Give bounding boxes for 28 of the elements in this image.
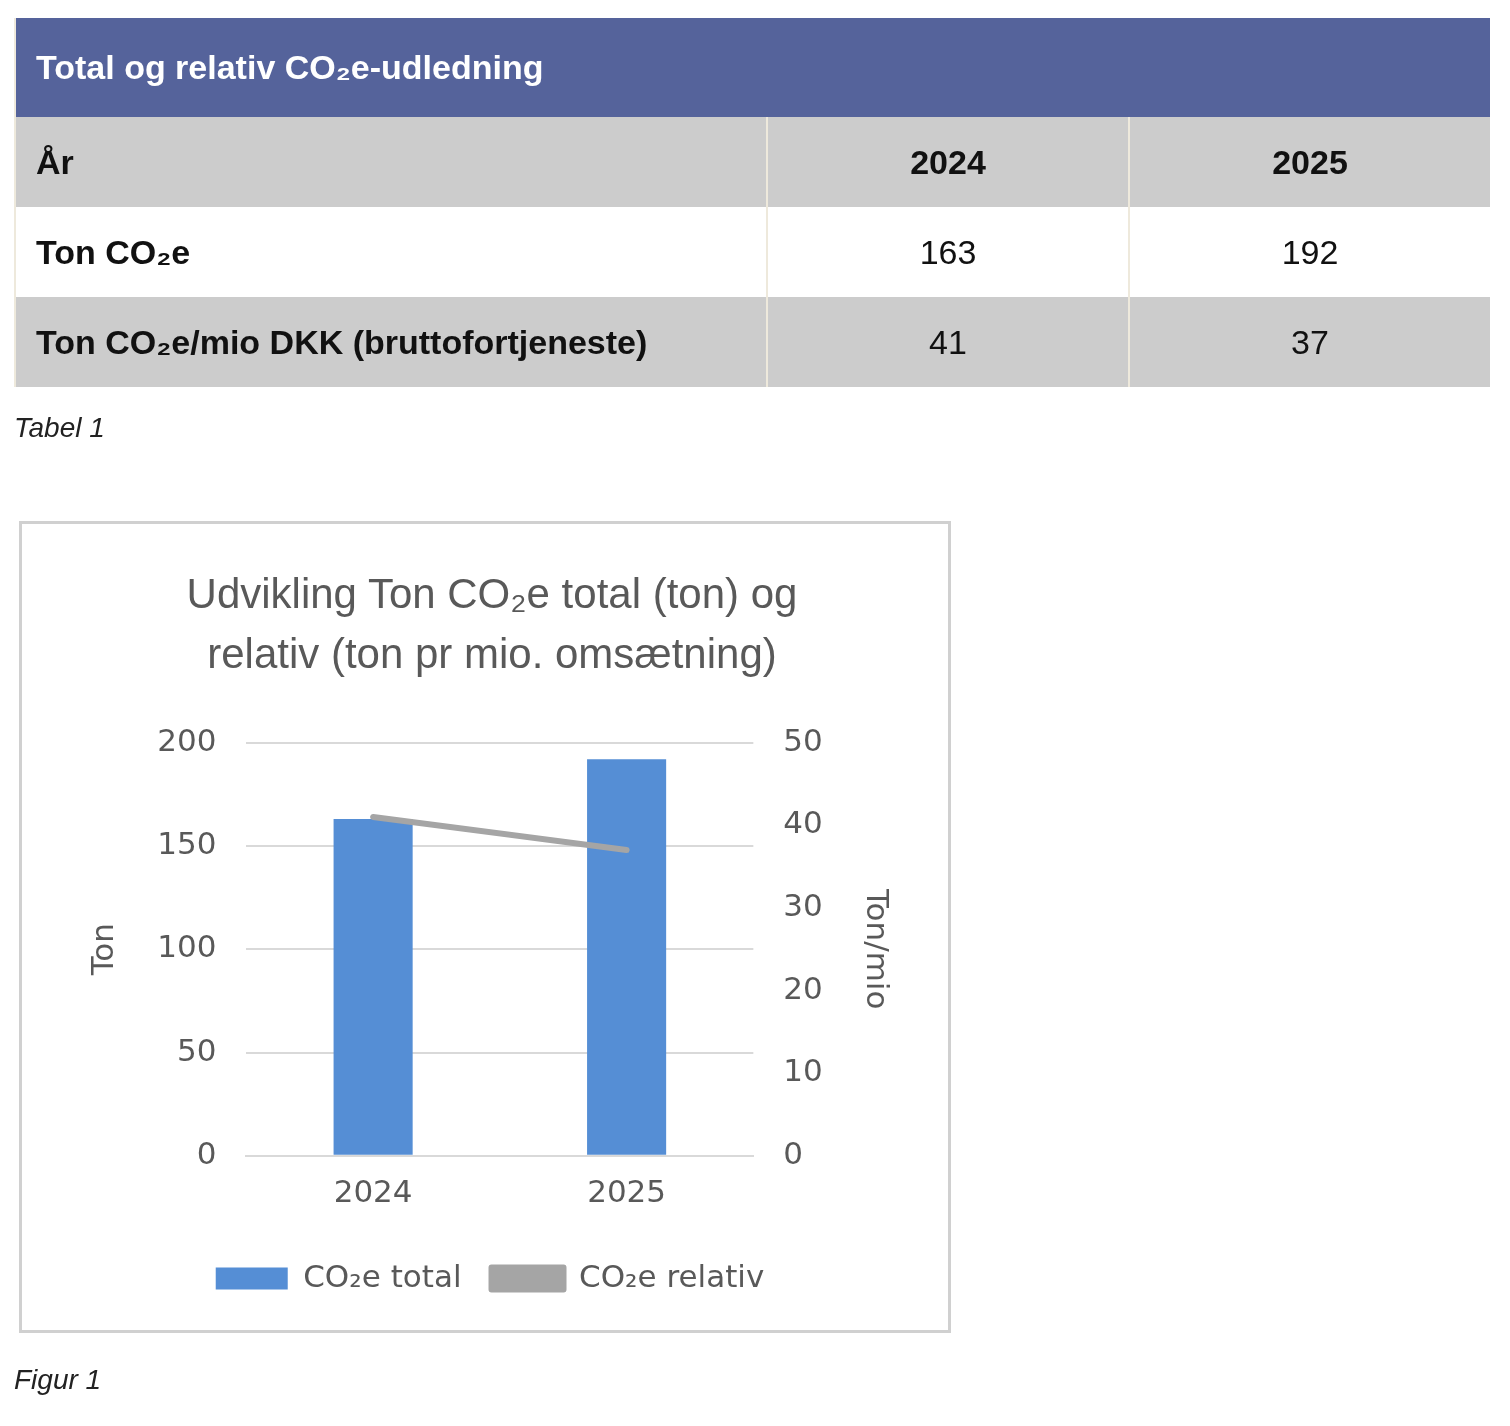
text: Total og relativ CO₂e-udledning — [15, 18, 1490, 117]
y-tick-label: 0 — [196, 1134, 217, 1171]
data-label: 37 — [1129, 297, 1490, 387]
data-label: 192 — [1129, 207, 1490, 297]
y2-tick-label: 50 — [783, 721, 823, 758]
legend-label: CO₂e relativ — [579, 1257, 765, 1294]
y2-tick-label: 40 — [783, 804, 823, 841]
text: År — [15, 117, 767, 207]
y2-tick-label: 20 — [783, 969, 823, 1006]
chart-title: Udvikling Ton CO₂e total (ton) og relativ (ton pr mio. omsætning) — [185, 569, 799, 679]
text: Tabel 1 — [14, 412, 105, 444]
y2-axis-title: Ton/mio — [860, 887, 897, 1010]
category-label: 2025 — [1129, 117, 1490, 207]
data-label: 41 — [767, 297, 1129, 387]
y2-tick-label: 0 — [783, 1134, 804, 1171]
y2-tick-label: 10 — [783, 1052, 823, 1089]
text: Ton CO₂e — [15, 207, 767, 297]
text: Figur 1 — [14, 1364, 102, 1396]
y-axis-title: Ton — [83, 923, 120, 977]
y-tick-label: 100 — [157, 928, 217, 965]
y-tick-label: 200 — [157, 721, 217, 758]
y-tick-label: 50 — [176, 1031, 217, 1068]
y2-tick-label: 30 — [783, 886, 823, 923]
data-label: 163 — [767, 207, 1129, 297]
y-tick-label: 150 — [157, 824, 217, 861]
category-label: 2024 — [767, 117, 1129, 207]
text: Ton CO₂e/mio DKK (bruttofortjeneste) — [15, 297, 767, 387]
legend-label: CO₂e total — [303, 1257, 462, 1294]
